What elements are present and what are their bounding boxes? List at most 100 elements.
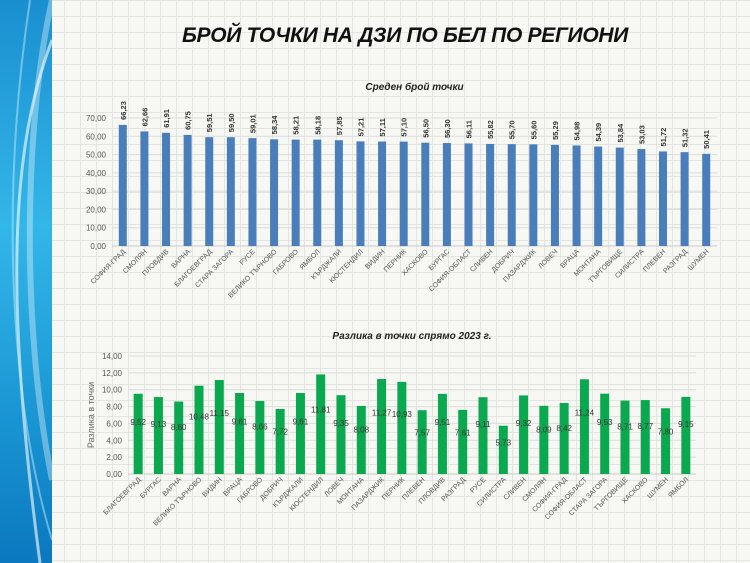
x-tick-label: БЛАГОЕВГРАД [174,248,214,288]
data-label: 10,48 [189,413,210,422]
bar [442,143,451,246]
data-label: 9,51 [435,418,451,427]
slide-title: БРОЙ ТОЧКИ НА ДЗИ ПО БЕЛ ПО РЕГИОНИ [181,24,629,47]
data-label: 56,11 [465,120,474,138]
data-label: 54,98 [573,122,582,141]
bar [594,146,603,246]
bar [270,139,279,246]
data-label: 58,18 [313,116,322,135]
x-tick-label: РУСЕ [239,248,257,266]
bar [153,397,163,474]
bar [140,131,149,246]
data-label: 57,85 [335,116,344,135]
y-tick-label: 10,00 [102,386,123,395]
bar [498,425,508,474]
data-label: 50,41 [702,130,711,149]
bar [681,396,691,474]
y-tick-label: 30,00 [86,187,107,196]
bar [658,151,667,246]
y-tick-label: 2,00 [106,453,122,462]
bar [572,145,581,246]
x-tick-label: ШУМЕН [687,248,711,272]
bar [437,393,447,474]
bar [174,401,184,474]
x-tick-label: ШУМЕН [646,476,670,500]
y-axis-title: Разлика в точки [86,382,96,448]
bar [183,134,192,246]
data-label: 62,66 [140,108,149,127]
data-label: 7,72 [272,428,288,437]
bar [600,393,610,474]
data-label: 9,32 [516,419,532,428]
y-tick-label: 4,00 [106,436,122,445]
bar [336,395,346,474]
data-label: 57,21 [356,118,365,137]
data-label: 8,77 [637,422,653,431]
x-tick-label: СОФИЯ-ГРАД [90,248,127,285]
data-label: 55,70 [508,120,517,139]
bar [214,380,224,474]
bar [458,409,468,474]
bar [399,141,408,246]
data-label: 61,91 [162,109,171,128]
bar [205,137,214,246]
data-label: 5,73 [495,439,511,448]
data-label: 9,13 [151,420,167,429]
data-label: 59,51 [205,113,214,132]
data-label: 9,61 [232,417,248,426]
data-label: 55,29 [551,121,560,140]
data-label: 11,24 [575,408,595,417]
bar [255,401,265,474]
bar [334,140,343,246]
data-label: 10,93 [392,410,413,419]
data-label: 9,15 [678,420,694,429]
data-label: 53,03 [637,125,646,144]
bar [615,147,624,246]
bar [133,393,143,474]
x-tick-label: БЛАГОЕВГРАД [102,476,142,516]
y-tick-label: 20,00 [86,205,107,214]
x-tick-label: ЯМБОЛ [667,476,690,499]
data-label: 57,10 [400,118,409,137]
data-label: 7,57 [414,429,430,438]
data-label: 56,30 [443,119,452,138]
bar [275,408,285,474]
data-label: 8,60 [171,423,187,432]
data-label: 9,61 [293,417,309,426]
x-tick-label: ВАРНА [170,248,192,270]
bar [680,152,689,246]
x-tick-label: СОФИЯ-ОБЛАСТ [428,248,473,293]
data-label: 8,71 [617,422,633,431]
y-tick-label: 8,00 [106,403,122,412]
bar [291,139,300,246]
bar [529,144,538,246]
bar [356,141,365,246]
data-label: 59,01 [248,114,257,133]
bar [235,393,245,474]
bar [519,395,529,474]
data-label: 54,39 [594,123,603,142]
y-tick-label: 60,00 [86,132,107,141]
chart-title: Среден брой точки [365,81,463,93]
data-label: 66,23 [119,101,128,120]
y-tick-label: 70,00 [86,114,107,123]
y-tick-label: 12,00 [102,369,123,378]
bar [486,143,495,246]
bar [417,410,427,474]
data-label: 55,60 [529,121,538,140]
bar [661,408,671,474]
data-label: 58,34 [270,115,279,135]
data-label: 56,50 [421,119,430,138]
x-tick-label: СТАРА ЗАГОРА [194,248,235,289]
bar [539,405,549,474]
data-label: 8,09 [536,426,552,435]
y-tick-label: 50,00 [86,151,107,160]
data-label: 9,11 [476,420,492,429]
bar [316,374,326,474]
decorative-side-band [0,0,52,563]
data-label: 7,61 [455,428,471,437]
data-label: 58,21 [292,116,301,135]
bar [579,379,589,474]
y-tick-label: 14,00 [102,352,123,361]
